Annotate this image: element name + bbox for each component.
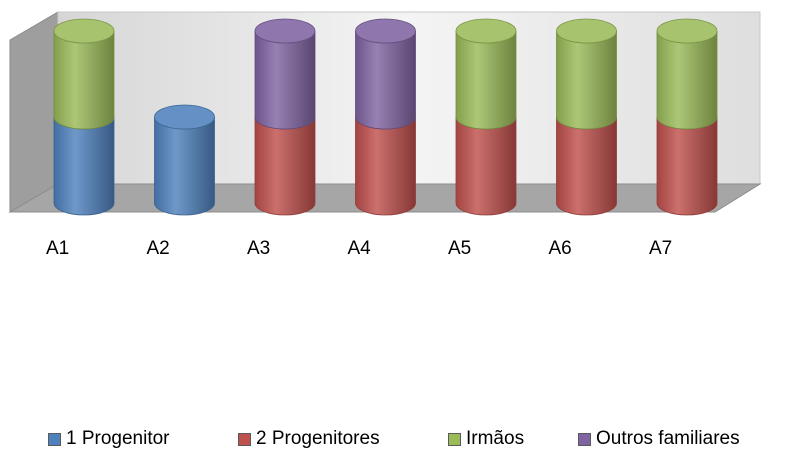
legend-item: Irmãos: [448, 428, 524, 450]
bar-stack-A6: [556, 18, 617, 216]
legend: 1 Progenitor 2 Progenitores Irmãos Outros f…: [0, 428, 793, 456]
bar-stack-A2: [154, 104, 215, 216]
bar-A7-2-progenitores: [656, 116, 718, 216]
bar-A6-2-progenitores: [556, 116, 617, 216]
bar-A3-2-progenitores: [254, 116, 316, 216]
category-label: A1: [46, 238, 70, 259]
category-label: A2: [146, 238, 170, 259]
category-label: A5: [448, 238, 472, 259]
bar-A1-1-progenitor: [53, 116, 115, 216]
bar-A5-irmãos: [455, 30, 517, 130]
legend-item: 2 Progenitores: [238, 428, 380, 450]
bar-A7-irmãos: [656, 30, 718, 130]
legend-swatch: [238, 432, 251, 446]
bar-top-A7: [656, 18, 718, 44]
category-label: A7: [649, 238, 673, 259]
bar-A2-1-progenitor: [154, 116, 215, 216]
bar-top-A5: [455, 18, 517, 44]
category-label: A6: [548, 238, 572, 259]
legend-swatch: [578, 432, 591, 446]
legend-swatch: [448, 432, 461, 446]
bar-stack-A4: [355, 18, 416, 216]
bar-top-A1: [53, 18, 115, 44]
bar-A4-2-progenitores: [355, 116, 416, 216]
bar-top-A6: [556, 18, 617, 44]
bar-stack-A3: [254, 18, 316, 216]
bar-stack-A7: [656, 18, 718, 216]
bar-top-A4: [355, 18, 416, 44]
bar-stack-A1: [53, 18, 115, 216]
category-label: A3: [247, 238, 271, 259]
legend-swatch: [48, 432, 61, 446]
legend-label: 2 Progenitores: [256, 428, 380, 449]
bar-top-A3: [254, 18, 316, 44]
legend-item: Outros familiares: [578, 428, 740, 450]
legend-label: Irmãos: [466, 428, 525, 449]
bar-stack-A5: [455, 18, 517, 216]
bar-A6-irmãos: [556, 30, 617, 130]
bar-A3-outros-familiares: [254, 30, 316, 130]
bar-A1-irmãos: [53, 30, 115, 130]
bar-A5-2-progenitores: [455, 116, 517, 216]
legend-item: 1 Progenitor: [48, 428, 170, 450]
bar-A4-outros-familiares: [355, 30, 416, 130]
bars-layer: [53, 18, 718, 216]
legend-label: 1 Progenitor: [66, 428, 170, 449]
legend-label: Outros familiares: [596, 428, 740, 449]
bar-top-A2: [154, 104, 215, 130]
chart-side-wall: [9, 11, 59, 213]
category-label: A4: [347, 238, 371, 259]
